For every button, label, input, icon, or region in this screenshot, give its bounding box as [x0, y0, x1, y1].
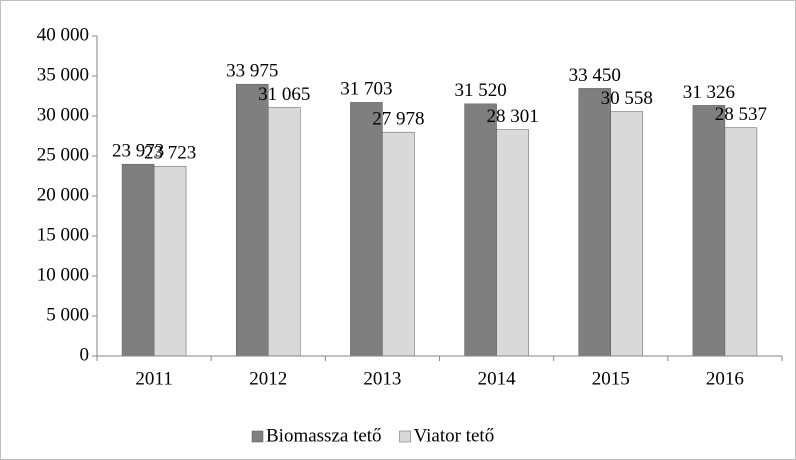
data-label: 28 301 [486, 106, 538, 127]
y-tick-label: 20 000 [37, 184, 89, 205]
data-label: 31 703 [340, 79, 392, 100]
legend-swatch [399, 430, 411, 443]
x-tick-label: 2013 [363, 368, 401, 389]
bar [692, 105, 726, 357]
bar [350, 102, 383, 357]
y-tick-label: 35 000 [37, 64, 89, 85]
bar [578, 88, 611, 357]
data-label: 31 520 [454, 80, 506, 101]
bar [153, 165, 187, 357]
x-tick-label: 2015 [592, 368, 630, 389]
y-tick-label: 25 000 [37, 144, 89, 165]
legend-label: Viator tető [414, 425, 495, 446]
data-label: 31 326 [683, 82, 735, 103]
y-tick-label: 10 000 [37, 264, 89, 285]
data-label: 31 065 [258, 84, 310, 105]
data-label: 28 537 [715, 104, 767, 125]
y-tick-label: 15 000 [37, 224, 89, 245]
bar [382, 131, 415, 357]
y-tick-label: 5 000 [46, 304, 89, 325]
data-label: 33 975 [226, 61, 278, 82]
data-label: 23 723 [144, 143, 196, 164]
data-label: 33 450 [569, 65, 621, 86]
bar [610, 111, 643, 357]
bar [121, 163, 155, 357]
bar [236, 83, 269, 357]
bar [496, 129, 529, 357]
bar [268, 107, 301, 357]
data-label: 27 978 [372, 109, 424, 130]
bar [724, 127, 758, 357]
y-tick-label: 40 000 [37, 24, 89, 45]
x-tick-label: 2014 [478, 368, 517, 389]
y-tick-label: 30 000 [37, 104, 89, 125]
data-label: 23 973 [112, 141, 164, 162]
x-tick-label: 2016 [706, 368, 744, 389]
y-tick-label: 0 [80, 344, 90, 365]
x-tick-label: 2011 [135, 368, 172, 389]
bar [464, 103, 497, 357]
legend-label: Biomassza tető [266, 425, 382, 446]
data-label: 30 558 [601, 88, 653, 109]
legend-swatch [251, 430, 264, 443]
x-tick-label: 2012 [249, 368, 287, 389]
